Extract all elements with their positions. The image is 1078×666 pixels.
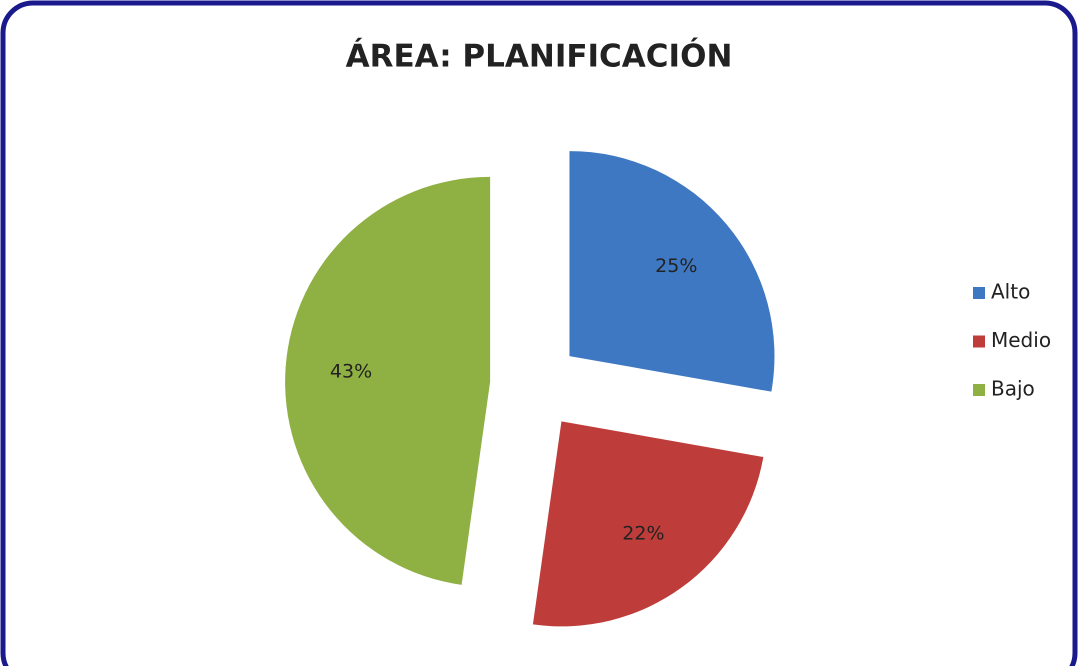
- chart-title: ÁREA: PLANIFICACIÓN: [346, 38, 733, 75]
- legend-label: Medio: [991, 328, 1051, 352]
- legend-label: Bajo: [991, 377, 1035, 401]
- legend-swatch: [973, 335, 985, 348]
- legend-swatch: [973, 287, 985, 299]
- pie-slice: [532, 421, 764, 627]
- legend-swatch: [973, 384, 985, 396]
- data-label: 22%: [622, 523, 664, 545]
- pie-slice: [569, 151, 775, 392]
- data-label: 25%: [655, 255, 697, 277]
- legend-label: Alto: [991, 280, 1030, 304]
- data-label: 43%: [330, 361, 372, 383]
- pie-slice: [285, 176, 491, 585]
